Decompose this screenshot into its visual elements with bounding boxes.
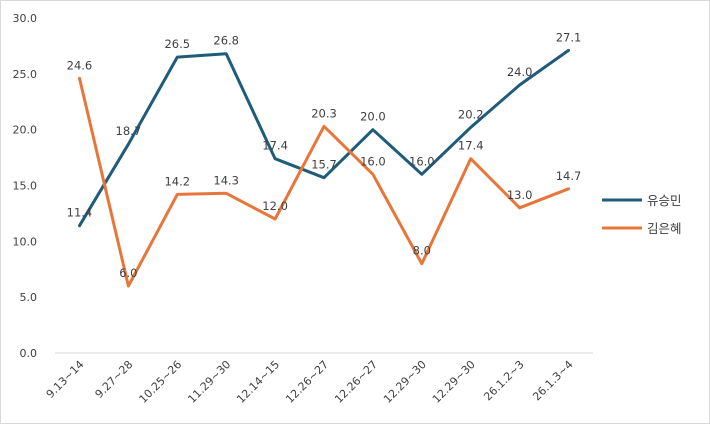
legend-label: 유승민 xyxy=(647,193,682,208)
x-tick-label: 12.26~27 xyxy=(332,358,380,406)
legend-label: 김은혜 xyxy=(647,221,682,236)
data-label: 26.5 xyxy=(164,37,190,51)
data-label: 24.6 xyxy=(67,58,93,72)
series-line-1 xyxy=(78,76,570,288)
data-label: 14.7 xyxy=(556,169,582,183)
data-labels: 11.4 18.7 26.5 26.8 17.4 15.7 20.0 16.0 20.2 24.0… xyxy=(67,30,582,280)
x-tick-label: 12.26~27 xyxy=(283,358,331,406)
y-axis-ticks: 0.0 5.0 10.0 15.0 20.0 25.0 30.0 xyxy=(13,12,38,360)
x-tick-label: 26.1.3~4 xyxy=(530,358,575,403)
x-tick-label: 12.29~30 xyxy=(381,358,429,406)
data-label: 17.4 xyxy=(262,139,288,153)
x-tick-label: 9.13~14 xyxy=(44,358,87,401)
data-label: 16.0 xyxy=(360,154,386,168)
y-tick-label: 10.0 xyxy=(13,235,38,248)
x-tick-label: 12.29~30 xyxy=(430,358,478,406)
x-tick-label: 11.29~30 xyxy=(185,358,233,406)
data-label: 17.4 xyxy=(458,139,484,153)
x-tick-label: 26.1.2~3 xyxy=(481,358,526,403)
x-axis-ticks: 9.13~14 9.27~28 10.25~26 11.29~30 12.14~15 12… xyxy=(44,358,576,406)
data-label: 13.0 xyxy=(507,188,533,202)
data-label: 8.0 xyxy=(413,244,431,258)
data-label: 12.0 xyxy=(262,199,288,213)
data-label: 24.0 xyxy=(507,65,533,79)
y-tick-label: 30.0 xyxy=(13,12,38,25)
y-tick-label: 15.0 xyxy=(13,180,38,193)
y-tick-label: 25.0 xyxy=(13,68,38,81)
x-tick-label: 12.14~15 xyxy=(234,358,282,406)
data-label: 20.2 xyxy=(458,107,484,121)
data-label: 6.0 xyxy=(119,266,137,280)
data-label: 18.7 xyxy=(116,124,142,138)
y-tick-label: 0.0 xyxy=(20,347,38,360)
x-tick-label: 10.25~26 xyxy=(137,358,185,406)
data-label: 20.3 xyxy=(311,106,337,120)
data-label: 15.7 xyxy=(311,158,337,172)
data-label: 16.0 xyxy=(409,154,435,168)
data-label: 14.3 xyxy=(213,173,239,187)
series-lines xyxy=(78,48,570,288)
data-label: 27.1 xyxy=(556,30,582,44)
series-line-0 xyxy=(78,48,570,228)
data-label: 14.2 xyxy=(164,174,190,188)
y-tick-label: 5.0 xyxy=(20,291,38,304)
y-tick-label: 20.0 xyxy=(13,124,38,137)
data-label: 26.8 xyxy=(213,34,239,48)
data-label: 11.4 xyxy=(67,206,93,220)
x-tick-label: 9.27~28 xyxy=(93,358,136,401)
data-label: 20.0 xyxy=(360,110,386,124)
